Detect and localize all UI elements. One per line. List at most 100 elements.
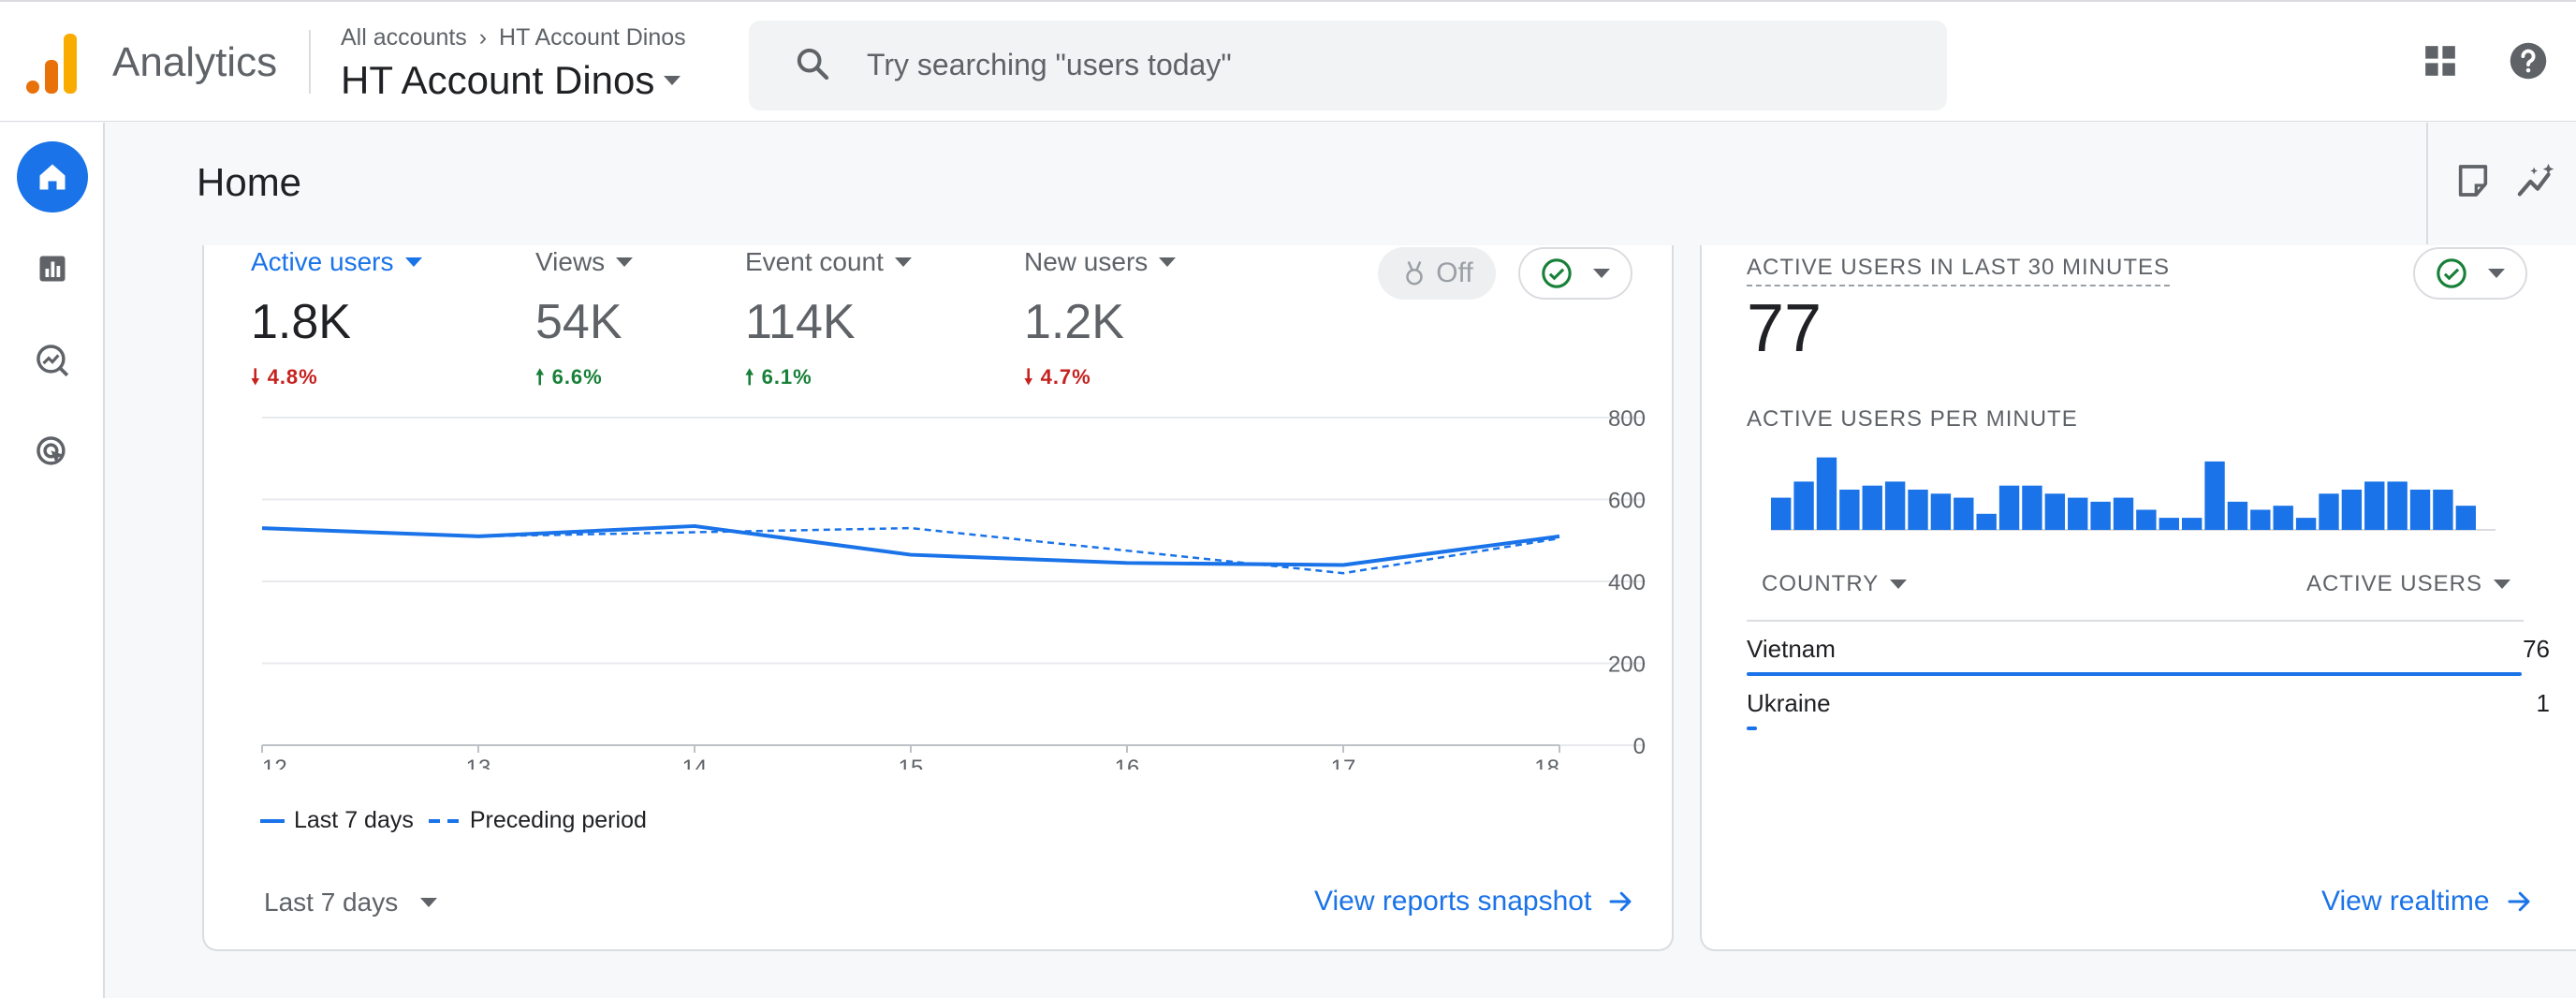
account-picker[interactable]: HT Account Dinos [341,58,681,103]
caret-down-icon [1159,257,1177,267]
nav-advertising[interactable] [17,417,88,488]
minute-bar [2204,461,2225,530]
arrow-up-icon: 🠕 [745,365,755,389]
metric-label-text: New users [1024,247,1149,276]
date-range-label: Last 7 days [264,888,399,917]
per-minute-bar-chart [1771,457,2496,531]
caret-down-icon [1890,580,1908,589]
left-navigation [0,123,105,998]
table-row-users: 1 [2536,689,2550,717]
change-value: 4.8% [267,365,318,389]
breadcrumb-account[interactable]: HT Account Dinos [499,24,686,51]
minute-bar [2250,509,2271,530]
view-realtime-link[interactable]: View realtime [2321,886,2533,917]
minute-bar [1908,490,1928,530]
nav-reports[interactable] [17,233,88,304]
caret-down-icon [404,257,422,267]
minute-bar [1884,481,1906,530]
last-7-days-line [261,523,1560,567]
help-icon[interactable] [2509,41,2548,81]
top-app-bar: Analytics All accounts › HT Account Dino… [0,0,2576,122]
breadcrumb[interactable]: All accounts › HT Account Dinos [341,24,686,51]
minute-bar [2364,481,2385,530]
legend-last-7-days: Last 7 days [294,807,414,833]
metric-change: 🠕 6.1% [745,361,912,397]
minute-bar [2387,481,2408,530]
caret-down-icon [894,257,912,267]
minute-bar [2159,518,2179,530]
chart-legend: Last 7 days Preceding period [260,807,647,834]
metric-views[interactable]: Views 54K 🠕 6.6% [535,245,634,397]
account-name: HT Account Dinos [341,58,655,102]
x-tick-label: 18 [1534,756,1559,770]
y-tick-label: 600 [1608,489,1646,514]
change-value: 6.6% [551,365,603,389]
check-circle-icon [1542,258,1572,288]
minute-bar [2409,490,2431,530]
insights-icon[interactable] [2516,160,2559,203]
table-row-share-bar [1747,726,1757,730]
minute-bar [1862,485,1882,530]
y-tick-label: 400 [1608,570,1646,595]
realtime-value: 77 [1747,291,1822,366]
minute-bar [2090,501,2111,530]
table-row-country: Vietnam [1747,635,1836,663]
metric-active-users[interactable]: Active users 1.8K 🠗 4.8% [251,245,422,397]
column-country[interactable]: COUNTRY [1762,571,1908,597]
minute-bar [1793,481,1814,530]
legend-solid-swatch [260,818,285,823]
medal-icon [1406,261,1424,286]
search-input[interactable] [865,41,1895,88]
insights-status-dropdown[interactable] [1518,247,1632,300]
minute-bar [2341,490,2363,530]
notes-icon[interactable] [2454,162,2492,199]
nav-explore[interactable] [17,325,88,396]
minute-bar [2113,497,2134,530]
minute-bar [2295,518,2317,530]
minute-bar [1839,490,1860,530]
x-tick-label: 16 [1115,756,1140,770]
minute-bar [1816,457,1837,530]
minute-bar [2136,509,2157,530]
minute-bar [2068,497,2088,530]
table-divider [1747,620,2524,622]
column-active-users[interactable]: ACTIVE USERS [2306,571,2510,597]
y-tick-label: 0 [1633,734,1646,759]
minute-bar [2319,493,2339,530]
apps-grid-icon[interactable] [2422,43,2458,79]
home-icon [39,164,66,190]
realtime-title[interactable]: ACTIVE USERS IN LAST 30 MINUTES [1747,255,2170,286]
table-row-share-bar [1747,672,2522,676]
date-range-dropdown[interactable]: Last 7 days [264,888,438,917]
x-tick-label: 13 [466,756,491,770]
breadcrumb-all-accounts[interactable]: All accounts [341,24,467,51]
arrow-right-icon [1609,891,1632,912]
caret-down-icon [1593,269,1610,278]
nav-home[interactable] [17,141,88,213]
x-tick-label: 15 [899,756,924,770]
minute-bar [2181,518,2203,530]
analytics-logo[interactable] [26,34,79,94]
realtime-status-dropdown[interactable] [2413,247,2527,300]
page-header: Home [107,123,2576,244]
search-bar[interactable] [749,21,1947,110]
metric-value: 114K [745,295,856,349]
achievements-toggle[interactable]: Off [1378,247,1496,300]
line-chart: 020040060080012131415161718Aug [261,406,1646,770]
realtime-link-label: View realtime [2321,886,2490,917]
metric-event-count[interactable]: Event count 114K 🠕 6.1% [745,245,912,397]
view-reports-snapshot-link[interactable]: View reports snapshot [1314,886,1634,917]
metric-label: Active users [251,245,422,279]
metric-label-text: Event count [745,247,884,276]
metric-change: 🠗 4.7% [1024,361,1176,397]
x-tick-label: 12 [262,756,287,770]
legend-dashed-swatch [428,818,459,823]
metric-value: 1.2K [1024,295,1124,349]
legend-preceding-period: Preceding period [469,807,647,833]
table-row-country: Ukraine [1747,689,1831,717]
advertising-icon [37,436,66,465]
minute-bar [1771,497,1792,530]
metric-new-users[interactable]: New users 1.2K 🠗 4.7% [1024,245,1177,397]
header-divider [309,30,311,94]
minute-bar [2022,485,2042,530]
